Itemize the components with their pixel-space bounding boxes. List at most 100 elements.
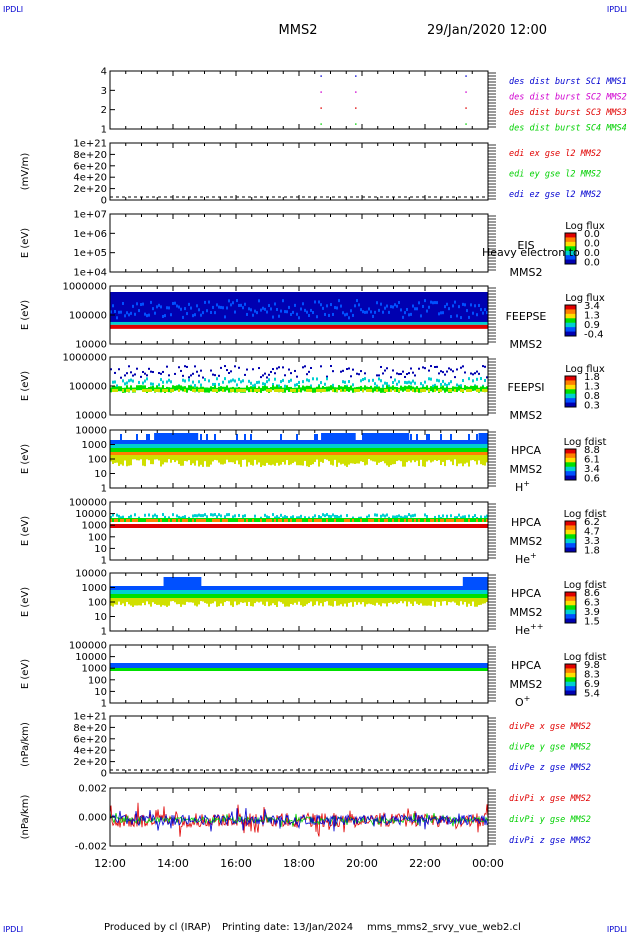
spectrogram-cell (196, 292, 198, 324)
spectrogram-cell (176, 668, 178, 671)
spectrogram-cell (482, 385, 484, 391)
spectrogram-cell (280, 380, 282, 384)
spectrogram-cell (116, 586, 118, 590)
spectrogram-cell (116, 448, 118, 452)
spectrogram-cell (486, 519, 488, 522)
spectrogram-cell (144, 385, 146, 391)
spectrogram-cell (188, 448, 190, 452)
spectrogram-cell (152, 444, 154, 448)
y-tick-label: 1e+06 (73, 229, 107, 240)
spectrogram-cell (462, 389, 464, 392)
spectrogram-cell (292, 452, 294, 455)
spectrogram-cell (322, 444, 324, 448)
spectrogram-cell (320, 440, 322, 444)
spectrogram-cell (332, 370, 334, 373)
spectrogram-cell (252, 321, 254, 325)
spectrogram-cell (462, 515, 464, 519)
spectrogram-cell (130, 448, 132, 452)
spectrogram-cell (384, 448, 386, 452)
spectrogram-cell (166, 389, 168, 392)
spectrogram-cell (156, 455, 158, 460)
spectrogram-cell (392, 594, 394, 598)
spectrogram-cell (468, 315, 470, 319)
spectrogram-cell (344, 313, 346, 317)
colorbar-segment (565, 398, 576, 404)
spectrogram-cell (296, 455, 298, 466)
spectrogram-cell (238, 366, 240, 369)
spectrogram-cell (464, 594, 466, 598)
spectrogram-cell (442, 440, 444, 444)
spectrogram-cell (254, 389, 256, 392)
spectrogram-cell (424, 663, 426, 668)
spectrogram-cell (398, 380, 400, 384)
colorbar-tick-label: 8.6 (584, 588, 600, 599)
spectrogram-cell (412, 389, 414, 392)
y-axis-label: (nPa/km) (20, 795, 31, 840)
spectrogram-cell (238, 377, 240, 381)
spectrogram-cell (474, 518, 476, 522)
spectrogram-cell (376, 663, 378, 668)
y-axis-label: E (eV) (20, 659, 31, 689)
spectrogram-cell (326, 455, 328, 460)
spectrogram-cell (350, 594, 352, 598)
spectrogram-cell (154, 586, 156, 590)
spectrogram-cell (352, 594, 354, 598)
y-tick-label: 100000 (69, 641, 107, 652)
spectrogram-cell (340, 455, 342, 465)
spectrogram-cell (280, 386, 282, 392)
spectrogram-cell (270, 440, 272, 444)
spectrogram-cell (464, 440, 466, 444)
spectrogram-cell (226, 306, 228, 310)
spectrogram-cell (210, 663, 212, 668)
spectrogram-cell (244, 434, 246, 444)
spectrogram-cell (172, 513, 174, 517)
spectrogram-cell (460, 440, 462, 444)
spectrogram-cell (476, 590, 478, 594)
spectrogram-cell (144, 513, 146, 517)
spectrogram-cell (126, 292, 128, 324)
spectrogram-cell (138, 321, 140, 325)
y-axis-label: E (eV) (20, 371, 31, 401)
spectrogram-cell (268, 516, 270, 520)
spectrogram-cell (256, 448, 258, 452)
spectrogram-cell (216, 668, 218, 671)
colorbar-tick-label: 3.3 (584, 536, 600, 547)
spectrogram-cell (348, 590, 350, 594)
spectrogram-cell (340, 292, 342, 324)
colorbar-segment (565, 457, 576, 463)
spectrogram-cell (350, 518, 352, 522)
spectrogram-cell (298, 516, 300, 520)
spectrogram-cell (350, 375, 352, 378)
spectrogram-cell (202, 292, 204, 324)
spectrogram-cell (314, 598, 316, 605)
spectrogram-cell (192, 514, 194, 518)
corner-label-top-right: IPDLI (607, 5, 627, 14)
spectrogram-cell (298, 440, 300, 444)
spectrogram-cell (226, 586, 228, 590)
spectrogram-cell (314, 668, 316, 671)
colorbar-title: Log fdist (564, 509, 607, 520)
spectrogram-cell (408, 380, 410, 384)
spectrogram-cell (186, 598, 188, 602)
spectrogram-cell (428, 590, 430, 594)
spectrogram-cell (270, 586, 272, 590)
spectrogram-cell (136, 590, 138, 594)
spectrogram-cell (110, 455, 112, 462)
spectrogram-cell (356, 321, 358, 325)
spectrogram-cell (460, 586, 462, 590)
spectrogram-cell (248, 598, 250, 602)
spectrogram-cell (462, 455, 464, 467)
spectrogram-cell (122, 455, 124, 466)
spectrogram-cell (164, 321, 166, 325)
spectrogram-cell (418, 455, 420, 467)
spectrogram-cell (400, 321, 402, 325)
spectrogram-cell (112, 452, 114, 455)
spectrogram-cell (278, 663, 280, 668)
spectrogram-cell (484, 444, 486, 448)
spectrogram-cell (386, 663, 388, 668)
spectrogram-cell (132, 590, 134, 594)
spectrogram-cell (406, 590, 408, 594)
spectrogram-cell (392, 663, 394, 668)
spectrogram-cell (120, 434, 122, 444)
spectrogram-cell (452, 370, 454, 373)
